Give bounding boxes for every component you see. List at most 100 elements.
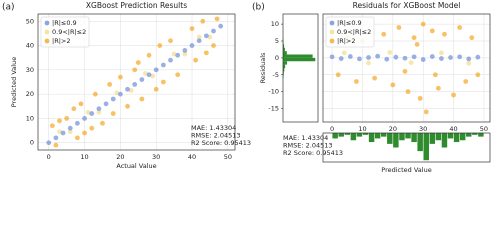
point xyxy=(146,52,152,58)
point xyxy=(175,72,181,78)
point xyxy=(211,28,216,34)
point xyxy=(139,77,145,82)
point xyxy=(439,56,444,61)
bar xyxy=(423,133,429,161)
point xyxy=(329,54,335,60)
bar xyxy=(362,133,369,135)
legend-box xyxy=(40,16,90,48)
y-tick-label: 0 xyxy=(30,139,34,147)
point xyxy=(49,123,55,129)
plot-frame xyxy=(282,13,319,123)
point xyxy=(103,101,109,107)
x-tick-label: 40 xyxy=(449,125,457,133)
legend-box xyxy=(325,16,375,48)
point xyxy=(390,82,396,88)
point xyxy=(432,72,438,78)
y-tick-label: 50 xyxy=(26,17,34,25)
point xyxy=(405,89,411,95)
bar xyxy=(350,133,357,141)
point xyxy=(341,50,347,56)
point xyxy=(96,109,102,115)
point xyxy=(463,79,469,84)
legend-label: |R|>2 xyxy=(337,37,355,45)
legend-marker xyxy=(44,20,50,26)
legend-marker xyxy=(329,20,335,26)
point xyxy=(71,106,77,112)
annotation: RMSE: 2.04513 xyxy=(283,142,333,150)
point xyxy=(439,50,444,56)
point xyxy=(354,79,359,84)
bar xyxy=(441,133,448,148)
y-tick-label: -10 xyxy=(268,88,279,96)
point xyxy=(67,125,73,131)
point xyxy=(384,56,390,62)
bar xyxy=(393,133,399,148)
point xyxy=(475,72,481,78)
point xyxy=(372,75,378,81)
point xyxy=(110,111,116,116)
point xyxy=(153,67,159,73)
y-tick-label: 20 xyxy=(26,90,34,98)
point xyxy=(117,74,123,80)
point xyxy=(53,142,59,148)
point xyxy=(214,16,220,22)
x-tick-label: 20 xyxy=(116,153,124,161)
point xyxy=(182,51,188,57)
chart-title: Residuals for XGBoost Model xyxy=(353,1,461,10)
point xyxy=(423,109,429,115)
point xyxy=(75,120,80,126)
point xyxy=(381,31,387,37)
point xyxy=(175,52,181,58)
y-tick-label: 5 xyxy=(275,37,279,45)
y-tick-label: -5 xyxy=(273,71,279,79)
annotation: R2 Score: 0.95413 xyxy=(191,139,251,147)
point xyxy=(411,54,417,60)
plot-frame xyxy=(322,132,491,163)
point xyxy=(218,23,224,29)
x-tick-label: 30 xyxy=(419,125,427,133)
y-tick-label: 30 xyxy=(26,66,34,74)
point xyxy=(466,60,472,66)
legend-label: 0.9<|R|≤2 xyxy=(337,28,371,36)
point xyxy=(366,60,371,66)
bar xyxy=(435,133,442,141)
point xyxy=(429,28,435,34)
x-tick-label: 0 xyxy=(47,153,51,161)
point xyxy=(417,95,423,101)
point xyxy=(132,82,138,87)
point xyxy=(189,43,195,48)
y-tick-label: 40 xyxy=(26,42,34,50)
panel-label: (b) xyxy=(252,3,265,13)
x-tick-label: 50 xyxy=(224,153,232,161)
point xyxy=(100,120,105,126)
bar xyxy=(472,133,478,135)
point xyxy=(366,55,371,60)
y-tick-label: -15 xyxy=(268,105,279,113)
legend-marker xyxy=(44,38,50,44)
annotation: R2 Score: 0.95413 xyxy=(283,149,343,157)
point xyxy=(82,130,87,136)
bar xyxy=(429,133,436,144)
point xyxy=(67,129,73,135)
plot-frame xyxy=(322,13,491,123)
bar xyxy=(283,64,286,68)
point xyxy=(160,62,166,68)
point xyxy=(64,116,70,121)
bar xyxy=(283,61,288,65)
point xyxy=(420,57,426,62)
bar xyxy=(338,133,344,137)
point xyxy=(196,38,202,44)
legend-label: |R|≤0.9 xyxy=(337,19,362,27)
point xyxy=(196,34,202,40)
point xyxy=(203,33,209,39)
point xyxy=(211,43,216,48)
bar xyxy=(466,133,472,137)
bar xyxy=(447,133,454,139)
point xyxy=(153,86,159,92)
point xyxy=(466,56,472,62)
point xyxy=(402,68,408,74)
bar xyxy=(399,133,405,141)
bar xyxy=(411,133,417,143)
point xyxy=(448,55,453,60)
